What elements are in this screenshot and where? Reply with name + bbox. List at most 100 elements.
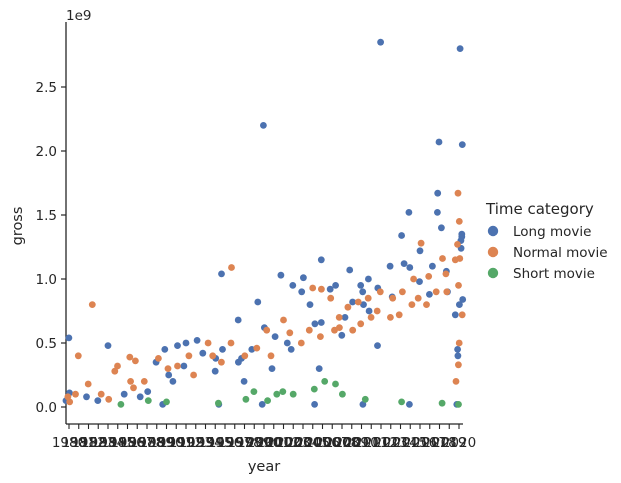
- point-normal-movie: [64, 393, 72, 401]
- point-long-movie: [120, 390, 128, 398]
- point-normal-movie: [66, 398, 74, 406]
- point-long-movie: [459, 296, 467, 303]
- legend-label-normal-movie: Normal movie: [513, 245, 608, 261]
- point-short-movie: [273, 390, 281, 398]
- point-long-movie: [169, 378, 177, 385]
- point-normal-movie: [432, 288, 440, 296]
- x-tick-label: 1981: [62, 435, 96, 451]
- point-long-movie: [400, 260, 408, 267]
- point-long-movie: [454, 346, 461, 353]
- point-normal-movie: [130, 384, 137, 392]
- point-normal-movie: [105, 395, 113, 403]
- point-normal-movie: [155, 355, 162, 362]
- x-tick-label: 1996: [208, 435, 242, 451]
- point-long-movie: [271, 333, 279, 340]
- point-long-movie: [332, 282, 339, 289]
- x-axis-title: year: [248, 459, 280, 475]
- x-tick-label: 2000: [247, 435, 281, 451]
- x-tick-label: 1993: [179, 435, 213, 451]
- x-tick-label: 2016: [403, 435, 437, 451]
- x-tick-label: 1982: [71, 435, 105, 451]
- point-normal-movie: [309, 284, 317, 292]
- point-normal-movie: [286, 329, 294, 337]
- point-normal-movie: [97, 390, 105, 398]
- x-tick-label: 2006: [305, 435, 339, 451]
- point-long-movie: [365, 275, 372, 283]
- point-normal-movie: [174, 362, 181, 370]
- point-long-movie: [365, 307, 373, 315]
- point-long-movie: [454, 352, 462, 360]
- point-long-movie: [406, 401, 413, 408]
- point-normal-movie: [399, 288, 406, 296]
- x-axis-ticks: 1980198119821983198419851986198719881989…: [52, 424, 476, 451]
- point-normal-movie: [456, 255, 464, 262]
- point-long-movie: [434, 189, 442, 197]
- point-long-movie: [416, 247, 424, 255]
- point-short-movie: [163, 398, 170, 406]
- x-tick-label: 1999: [237, 435, 271, 451]
- point-long-movie: [219, 346, 226, 353]
- point-long-movie: [287, 346, 295, 353]
- x-tick-label: 1983: [81, 435, 115, 451]
- point-normal-movie: [126, 353, 134, 361]
- point-long-movie: [240, 378, 248, 385]
- x-tick-label: 1987: [120, 435, 154, 451]
- point-normal-movie: [209, 352, 217, 360]
- point-normal-movie: [267, 352, 275, 360]
- legend: Time category Long movie Normal movie Shor…: [485, 200, 608, 282]
- point-long-movie: [315, 365, 323, 372]
- x-tick-label: 1998: [227, 435, 261, 451]
- point-long-movie: [406, 264, 414, 271]
- point-long-movie: [277, 271, 285, 279]
- point-long-movie: [104, 342, 112, 349]
- point-short-movie: [438, 399, 446, 407]
- point-normal-movie: [439, 255, 446, 262]
- legend-label-short-movie: Short movie: [513, 266, 595, 282]
- axes-spines: [65, 22, 463, 425]
- point-long-movie: [254, 298, 262, 306]
- x-tick-label: 1994: [188, 435, 222, 451]
- point-long-movie: [260, 122, 267, 129]
- x-tick-label: 2010: [344, 435, 378, 451]
- point-long-movie: [458, 230, 466, 238]
- point-long-movie: [338, 331, 346, 339]
- point-normal-movie: [190, 371, 198, 379]
- point-long-movie: [311, 401, 318, 408]
- point-long-movie: [283, 339, 291, 347]
- x-tick-label: 1986: [110, 435, 144, 451]
- point-normal-movie: [318, 285, 325, 293]
- point-normal-movie: [305, 326, 313, 334]
- point-long-movie: [349, 298, 356, 306]
- point-normal-movie: [455, 282, 462, 289]
- point-long-movie: [300, 274, 307, 282]
- x-tick-label: 2017: [413, 435, 447, 451]
- point-normal-movie: [410, 275, 417, 283]
- point-short-movie: [398, 398, 405, 406]
- point-long-movie: [405, 209, 413, 216]
- point-long-movie: [83, 393, 90, 401]
- point-long-movie: [289, 282, 297, 289]
- point-long-movie: [317, 319, 325, 326]
- point-normal-movie: [367, 314, 375, 321]
- x-tick-label: 2008: [325, 435, 359, 451]
- point-long-movie: [94, 397, 102, 404]
- point-short-movie: [289, 390, 297, 398]
- y-tick-label: 0.0: [36, 400, 57, 416]
- point-long-movie: [346, 266, 354, 274]
- point-long-movie: [161, 346, 169, 353]
- point-normal-movie: [336, 324, 343, 331]
- x-tick-label: 2007: [315, 435, 349, 451]
- point-long-movie: [174, 342, 181, 349]
- point-normal-movie: [387, 314, 394, 321]
- point-normal-movie: [297, 339, 305, 347]
- point-long-movie: [458, 141, 466, 149]
- legend-title: Time category: [485, 200, 594, 218]
- point-normal-movie: [452, 378, 460, 385]
- point-normal-movie: [127, 378, 134, 385]
- point-normal-movie: [414, 294, 422, 302]
- point-normal-movie: [84, 380, 92, 388]
- x-tick-label: 2015: [393, 435, 427, 451]
- point-normal-movie: [74, 352, 82, 360]
- x-tick-label: 2011: [354, 435, 388, 451]
- point-short-movie: [144, 397, 152, 404]
